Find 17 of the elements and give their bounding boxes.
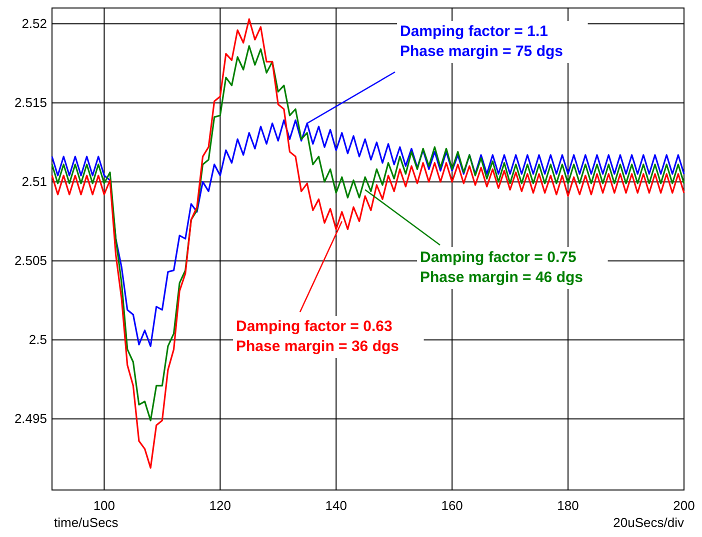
y-tick-label: 2.495 bbox=[14, 410, 47, 426]
x-axis-title: time/uSecs bbox=[54, 515, 119, 530]
x-tick-label: 100 bbox=[93, 498, 116, 513]
y-tick-label: 2.505 bbox=[14, 252, 47, 268]
x-tick-label: 140 bbox=[325, 498, 347, 513]
y-tick-label: 2.515 bbox=[14, 94, 47, 110]
annotation: Damping factor = 1.1 Phase margin = 75 dgs bbox=[400, 23, 563, 60]
x-tick-label: 120 bbox=[209, 498, 231, 513]
y-tick-label: 2.5 bbox=[28, 332, 47, 347]
y-tick-label: 2.51 bbox=[22, 174, 47, 189]
x-tick-label: 200 bbox=[673, 498, 695, 513]
x-tick-label: 180 bbox=[557, 498, 579, 513]
y-tick-label: 2.52 bbox=[22, 16, 47, 31]
x-tick-label: 160 bbox=[441, 498, 463, 513]
annotation: Damping factor = 0.75 Phase margin = 46 dgs bbox=[420, 249, 583, 286]
annotation: Damping factor = 0.63 Phase margin = 36 dgs bbox=[236, 318, 399, 355]
text: 20uSecs/div bbox=[613, 515, 684, 530]
